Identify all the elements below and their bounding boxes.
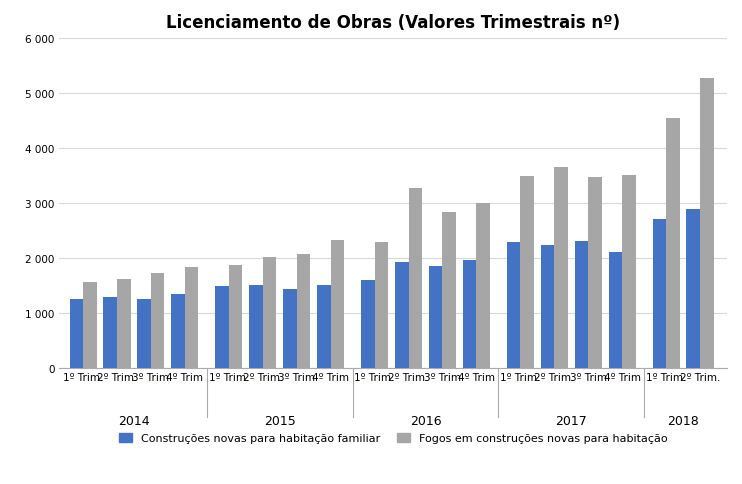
Bar [574,242,588,368]
Bar [249,286,263,368]
Text: 2016: 2016 [410,414,441,427]
Bar [103,297,117,368]
Title: Licenciamento de Obras (Valores Trimestrais nº): Licenciamento de Obras (Valores Trimestr… [166,14,620,31]
Bar [229,265,243,368]
Bar [83,282,96,368]
Bar [700,79,714,368]
Bar [215,286,229,368]
Bar [622,175,636,368]
Bar [554,167,568,368]
Text: 2018: 2018 [667,414,699,427]
Bar [429,267,442,368]
Bar [283,289,297,368]
Bar [588,178,602,368]
Bar [395,262,409,368]
Bar [409,188,422,368]
Bar [541,245,554,368]
Bar [117,280,131,368]
Bar [297,255,310,368]
Bar [652,220,666,368]
Bar [463,261,476,368]
Bar [137,299,151,368]
Bar [361,281,375,368]
Bar [686,210,700,368]
Bar [608,253,622,368]
Bar [476,203,490,368]
Text: 2014: 2014 [118,414,150,427]
Bar [520,177,534,368]
Text: 2017: 2017 [555,414,587,427]
Bar [70,299,83,368]
Bar [507,242,520,368]
Bar [442,212,456,368]
Text: 2015: 2015 [264,414,295,427]
Bar [317,286,330,368]
Bar [151,273,165,368]
Legend: Construções novas para habitação familiar, Fogos em construções novas para habit: Construções novas para habitação familia… [114,429,672,448]
Bar [666,119,680,368]
Bar [330,240,344,368]
Bar [171,294,185,368]
Bar [263,257,276,368]
Bar [185,268,198,368]
Bar [375,242,388,368]
